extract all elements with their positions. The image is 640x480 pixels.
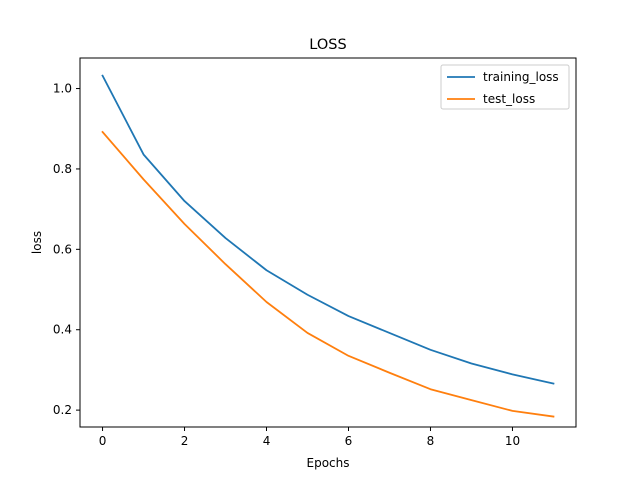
x-tick-label: 4	[263, 434, 271, 448]
y-tick-label: 0.2	[53, 403, 72, 417]
x-axis-title: Epochs	[307, 456, 350, 470]
legend-label: test_loss	[483, 92, 535, 106]
x-tick-label: 8	[427, 434, 435, 448]
series-line-test-loss	[101, 130, 555, 418]
legend-label: training_loss	[483, 70, 559, 84]
y-tick-label: 1.0	[53, 82, 72, 96]
plot-frame	[79, 57, 577, 428]
y-axis-title: loss	[30, 231, 44, 254]
y-tick-label: 0.8	[53, 162, 72, 176]
x-tick-label: 6	[345, 434, 353, 448]
x-tick-label: 10	[505, 434, 520, 448]
chart-title: LOSS	[309, 37, 346, 53]
plot-area	[101, 74, 555, 418]
y-tick-label: 0.4	[53, 323, 72, 337]
y-tick-label: 0.6	[53, 242, 72, 256]
legend: training_loss test_loss	[440, 64, 570, 110]
x-tick-label: 2	[181, 434, 189, 448]
x-tick-label: 0	[99, 434, 107, 448]
legend-box	[440, 64, 570, 110]
series-line-training-loss	[101, 74, 555, 385]
axis-ticks: 0 2 4 6 8 10 0.2 0.4 0.6 0.8 1.0	[53, 82, 520, 448]
